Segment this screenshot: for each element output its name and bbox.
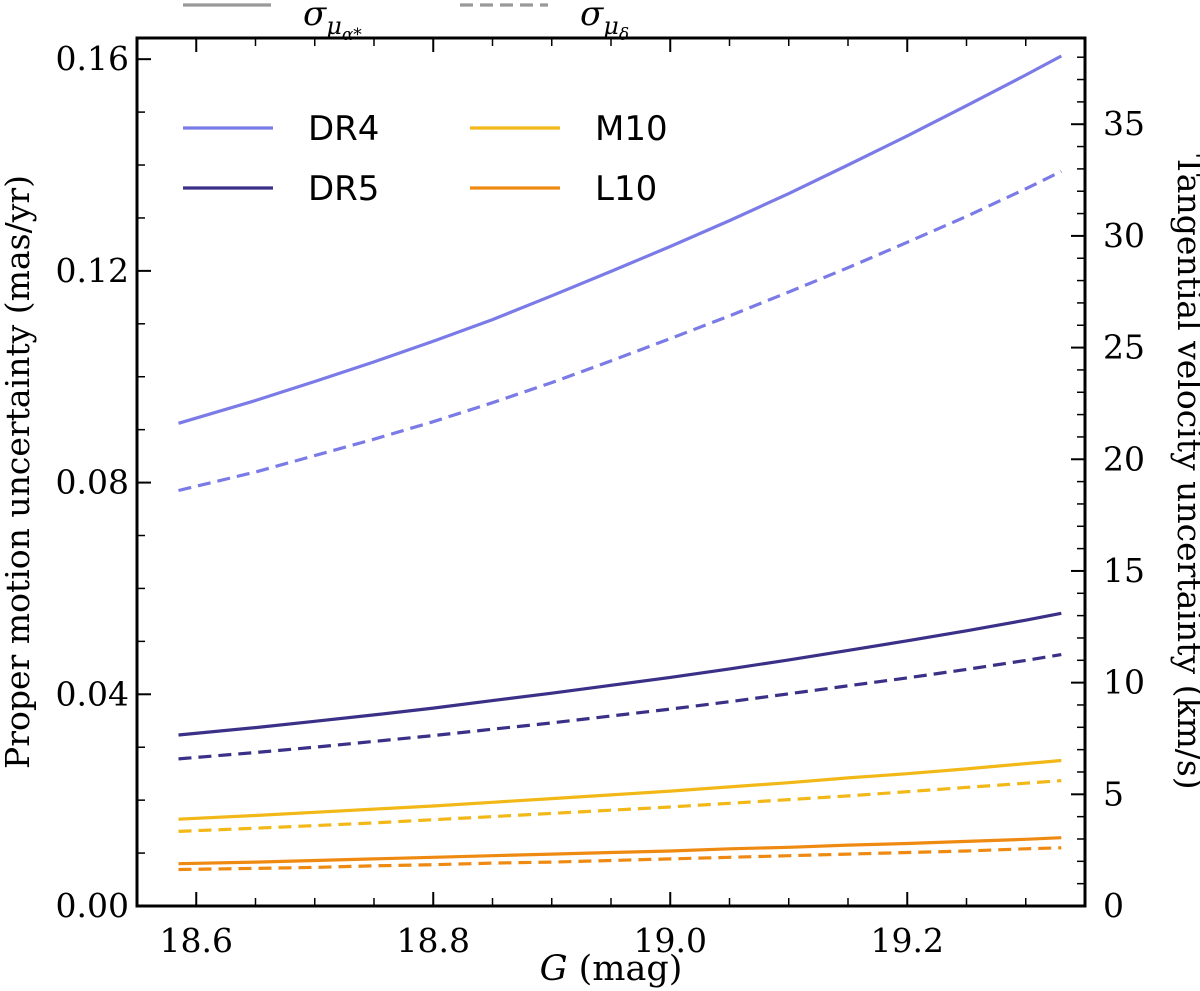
y2-tick-label: 0	[1103, 886, 1124, 925]
legend-label-l10: L10	[595, 169, 657, 209]
y2-axis-label: Tangential velocity uncertainty (km/s)	[1170, 154, 1200, 789]
series-line-dr5-alpha	[178, 611, 1062, 737]
y-tick-label: 0.16	[56, 39, 129, 78]
style-legend-label-dashed: σμδ	[580, 0, 629, 45]
x-tick-label: 19.0	[634, 921, 707, 960]
y-tick-label: 0.00	[56, 886, 129, 925]
y-tick-label: 0.08	[56, 463, 129, 502]
style-legend-label-solid: σμα*	[303, 0, 362, 45]
y-tick-label: 0.12	[56, 251, 129, 290]
y2-tick-label: 30	[1103, 216, 1145, 255]
series-line-dr5-delta	[178, 653, 1062, 761]
series-line-l10-alpha	[178, 836, 1062, 866]
y2-tick-label: 35	[1103, 104, 1145, 143]
x-axis-label: G (mag)	[540, 949, 683, 989]
series-line-m10-delta	[178, 779, 1062, 833]
legend-label-m10: M10	[595, 109, 668, 149]
legend-label-dr5: DR5	[308, 169, 379, 209]
x-tick-label: 18.6	[160, 921, 233, 960]
y2-tick-label: 10	[1103, 663, 1145, 702]
x-tick-label: 18.8	[397, 921, 470, 960]
series-line-l10-delta	[178, 846, 1062, 872]
y2-tick-label: 20	[1103, 439, 1145, 478]
y2-tick-label: 15	[1103, 551, 1145, 590]
series-line-dr4-alpha	[178, 54, 1063, 425]
y2-tick-label: 25	[1103, 328, 1145, 367]
y2-tick-label: 5	[1103, 774, 1124, 813]
x-tick-label: 19.2	[871, 921, 944, 960]
series-line-m10-alpha	[178, 758, 1062, 821]
series-line-dr4-delta	[178, 169, 1063, 493]
legend-label-dr4: DR4	[308, 109, 379, 149]
y-tick-label: 0.04	[56, 674, 129, 713]
y-axis-label: Proper motion uncertainty (mas/yr)	[0, 175, 37, 769]
